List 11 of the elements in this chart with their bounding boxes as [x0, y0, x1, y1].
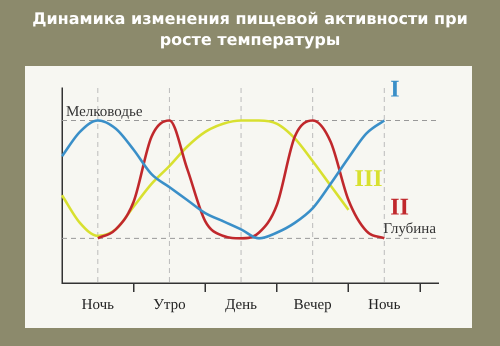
- series-label: III: [354, 166, 383, 192]
- x-tick-label: Утро: [153, 296, 186, 313]
- x-tick-label: День: [225, 296, 258, 313]
- x-tick-label: Вечер: [294, 296, 332, 313]
- series-label: I: [390, 76, 400, 103]
- x-tick-label: Ночь: [82, 296, 114, 313]
- series-label: II: [390, 194, 409, 221]
- ref-line-label: Мелководье: [66, 104, 143, 120]
- ref-line-label: Глубина: [383, 220, 436, 237]
- x-tick-label: Ночь: [368, 296, 401, 313]
- chart-title: Динамика изменения пищевой активности при росте температуры: [31, 8, 469, 50]
